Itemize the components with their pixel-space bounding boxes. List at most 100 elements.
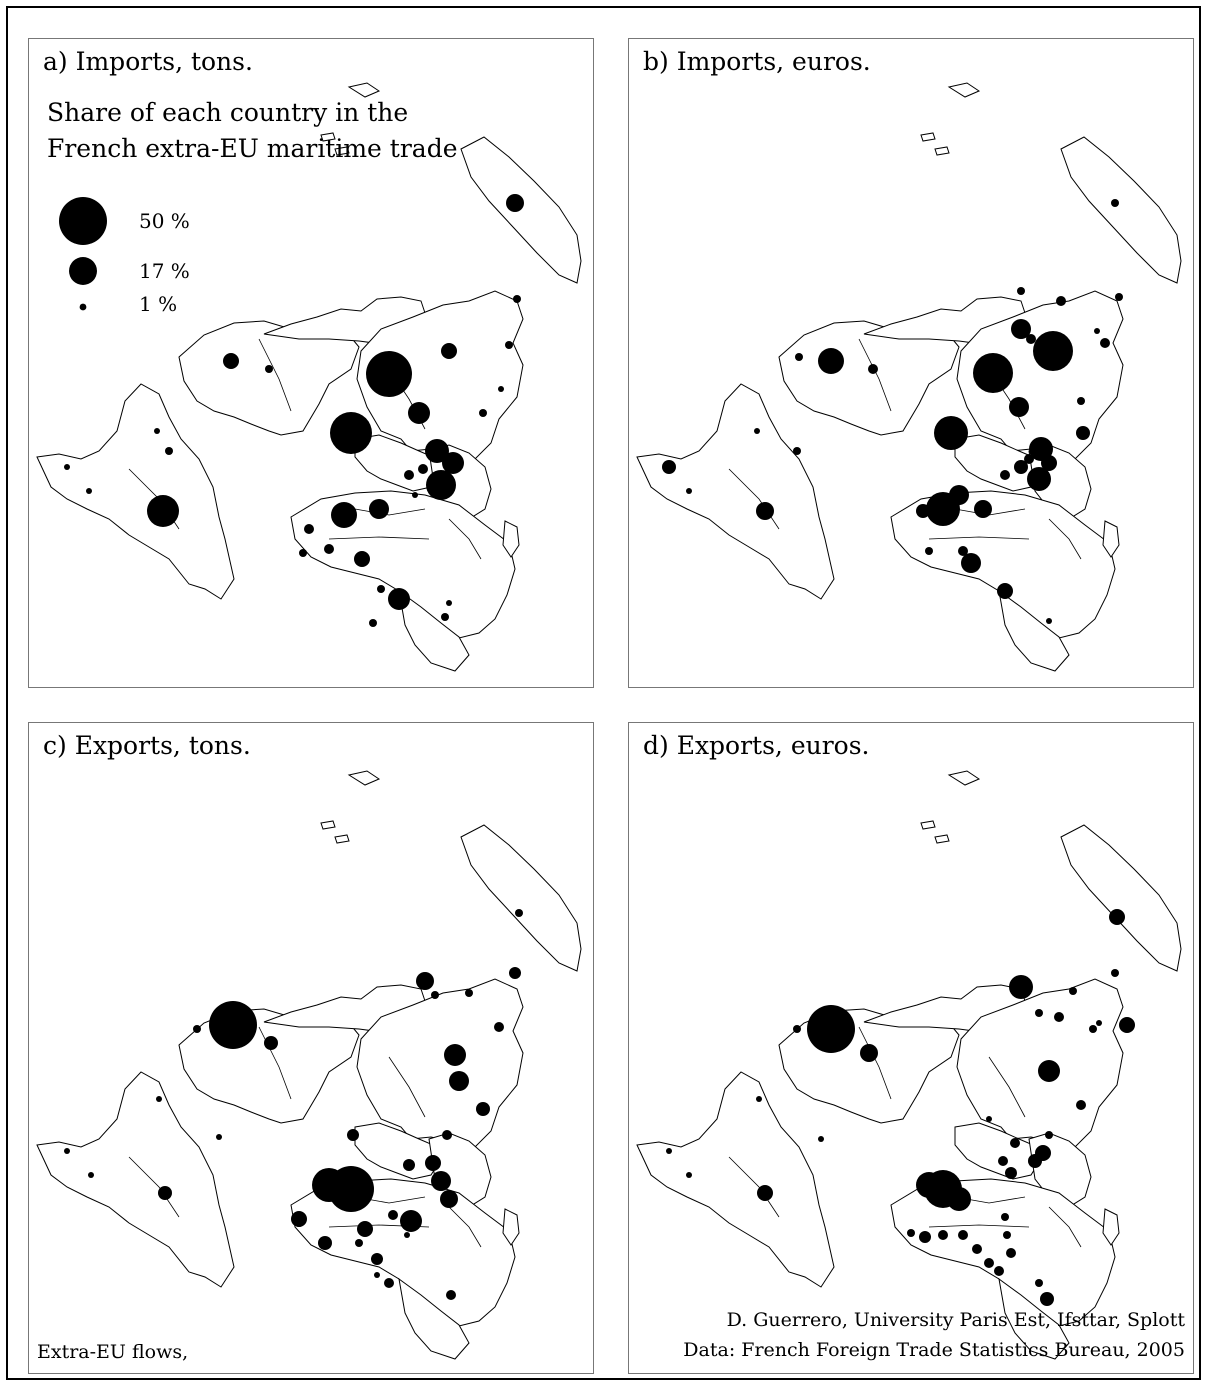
- trade-share-circle: [998, 1156, 1008, 1166]
- trade-share-circle: [86, 488, 92, 494]
- trade-share-circle: [64, 1148, 70, 1154]
- trade-share-circle: [494, 1022, 504, 1032]
- trade-share-circle: [757, 1185, 773, 1201]
- trade-share-circle: [295, 1219, 303, 1227]
- country-border: [128, 1156, 180, 1218]
- map-canvas-a: [36, 82, 582, 672]
- map-panel-exports-tons: c) Exports, tons. Extra-EU flows,: [28, 722, 594, 1374]
- trade-share-circle: [972, 1244, 982, 1254]
- trade-share-circle: [377, 585, 385, 593]
- trade-share-circle: [216, 1134, 222, 1140]
- trade-share-circle: [868, 364, 878, 374]
- extra-eu-note: Extra-EU flows,: [37, 1341, 189, 1363]
- trade-share-circle: [147, 495, 179, 527]
- trade-share-circle: [425, 1155, 441, 1171]
- legend-circle-50: [59, 197, 107, 245]
- trade-share-circle: [476, 1102, 490, 1116]
- trade-share-circle: [997, 583, 1013, 599]
- trade-share-circle: [1035, 1279, 1043, 1287]
- trade-share-circle: [416, 972, 434, 990]
- landmass-outline: [290, 490, 516, 640]
- trade-share-circle: [1014, 460, 1028, 474]
- panel-title: d) Exports, euros.: [643, 731, 870, 760]
- trade-share-circle: [919, 1231, 931, 1243]
- country-border: [858, 1026, 892, 1100]
- landmass-outline: [398, 589, 470, 672]
- trade-share-circle: [1033, 331, 1073, 371]
- country-border: [728, 1156, 780, 1218]
- trade-share-circle: [355, 1239, 363, 1247]
- trade-share-circle: [388, 1210, 398, 1220]
- trade-share-circle: [686, 488, 692, 494]
- landmass-outline: [636, 1071, 835, 1288]
- map-canvas-b: [636, 82, 1182, 672]
- landmass-outline: [1102, 520, 1120, 558]
- trade-share-circle: [947, 1187, 971, 1211]
- trade-share-circle: [440, 1190, 458, 1208]
- panel-title: b) Imports, euros.: [643, 47, 871, 76]
- trade-share-circle: [795, 353, 803, 361]
- land-outlines: [36, 82, 582, 672]
- legend-circle-17: [69, 257, 97, 285]
- country-border: [928, 536, 1030, 540]
- trade-share-circle: [165, 447, 173, 455]
- trade-share-circle: [949, 485, 969, 505]
- landmass-outline: [890, 1178, 1116, 1328]
- trade-share-circle: [1005, 1167, 1017, 1179]
- trade-share-circle: [223, 353, 239, 369]
- landmass-outline: [36, 383, 235, 600]
- trade-share-circle: [154, 428, 160, 434]
- country-border: [988, 1056, 1026, 1118]
- trade-share-circle: [938, 1230, 948, 1240]
- landmass-outline: [354, 1122, 442, 1180]
- map-panel-exports-euros: d) Exports, euros. D. Guerrero, Universi…: [628, 722, 1194, 1374]
- land-outlines: [36, 770, 582, 1360]
- landmass-outline: [334, 834, 350, 844]
- country-border: [328, 536, 430, 540]
- legend-title-line-2: French extra-EU maritime trade: [47, 134, 458, 163]
- trade-share-circle: [934, 416, 968, 450]
- legend-title-line-1: Share of each country in the: [47, 98, 409, 127]
- trade-share-circle: [1100, 338, 1110, 348]
- landmass-outline: [347, 770, 381, 786]
- trade-share-circle: [1115, 293, 1123, 301]
- trade-share-circle: [357, 1221, 373, 1237]
- trade-share-circle: [505, 341, 513, 349]
- trade-share-circle: [435, 445, 447, 457]
- country-border: [928, 1224, 1030, 1228]
- trade-share-circle: [64, 464, 70, 470]
- landmass-outline: [636, 383, 835, 600]
- trade-share-circle: [860, 1044, 878, 1062]
- trade-share-circle: [441, 613, 449, 621]
- trade-share-circle: [1011, 319, 1031, 339]
- trade-share-circle: [412, 492, 418, 498]
- landmass-outline: [460, 824, 582, 972]
- trade-share-circle: [354, 551, 370, 567]
- trade-share-circle: [686, 1172, 692, 1178]
- trade-share-circle: [916, 1172, 942, 1198]
- trade-share-circle: [1035, 1009, 1043, 1017]
- landmass-outline: [947, 770, 981, 786]
- trade-share-circle: [312, 1168, 346, 1202]
- trade-share-circle: [1038, 1060, 1060, 1082]
- landmass-outline: [1060, 824, 1182, 972]
- map-panel-imports-tons: a) Imports, tons. Share of each country …: [28, 38, 594, 688]
- trade-share-circle: [442, 1130, 452, 1140]
- country-border: [448, 1206, 482, 1248]
- map-canvas-c: [36, 770, 582, 1360]
- trade-share-circle: [426, 470, 456, 500]
- trade-share-circle: [299, 549, 307, 557]
- trade-share-circle: [353, 1189, 369, 1205]
- trade-share-circle: [400, 1210, 422, 1232]
- country-border: [258, 338, 292, 412]
- landmass-outline: [334, 146, 350, 156]
- trade-share-circle: [1040, 1292, 1054, 1306]
- country-border: [448, 518, 482, 560]
- country-border: [388, 1056, 426, 1118]
- landmass-outline: [890, 490, 1116, 640]
- trade-share-circle: [1009, 975, 1033, 999]
- trade-share-circle: [209, 1001, 257, 1049]
- trade-share-circle: [1024, 454, 1034, 464]
- trade-share-circle: [793, 1025, 801, 1033]
- trade-share-circle: [1111, 969, 1119, 977]
